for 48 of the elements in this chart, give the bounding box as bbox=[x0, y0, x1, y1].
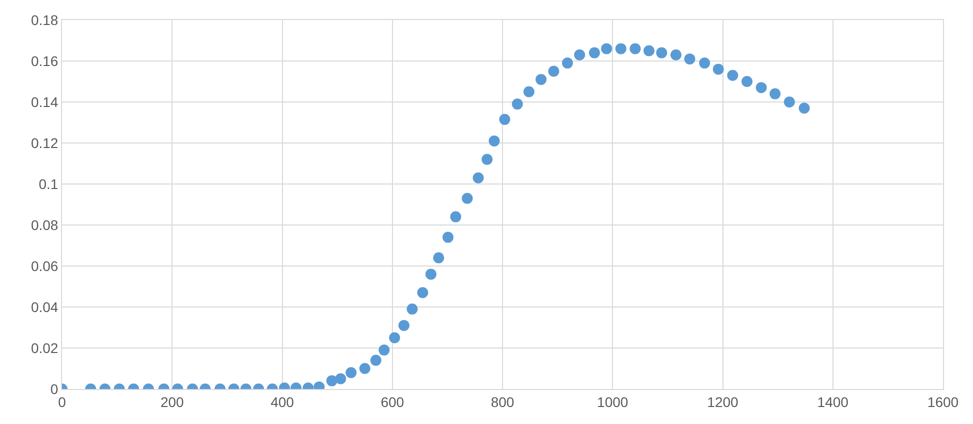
y-tick-label: 0.16 bbox=[30, 52, 58, 69]
x-tick-label: 1200 bbox=[707, 394, 739, 410]
y-tick-label: 0.06 bbox=[30, 258, 58, 274]
point bbox=[588, 47, 600, 58]
point bbox=[488, 135, 500, 146]
y-tick-label: 0.12 bbox=[30, 134, 58, 151]
point bbox=[756, 82, 767, 94]
y-tick-label: 0.04 bbox=[30, 298, 58, 315]
x-tick-label: 200 bbox=[160, 394, 184, 410]
point bbox=[656, 47, 668, 58]
point bbox=[482, 154, 493, 165]
point bbox=[442, 232, 454, 243]
x-tick-label: 1600 bbox=[927, 394, 959, 410]
y-tick-label: 0.02 bbox=[30, 340, 58, 356]
point bbox=[630, 43, 641, 54]
point bbox=[699, 58, 710, 69]
point bbox=[574, 49, 586, 60]
point bbox=[615, 43, 626, 54]
point bbox=[670, 49, 682, 60]
point bbox=[770, 88, 781, 100]
x-tick-label: 1000 bbox=[597, 394, 628, 410]
point bbox=[548, 66, 560, 77]
point bbox=[684, 53, 696, 64]
point bbox=[433, 252, 444, 264]
x-tick-label: 1400 bbox=[817, 394, 849, 410]
point bbox=[450, 211, 462, 222]
point bbox=[712, 64, 724, 75]
y-tick-label: 0.18 bbox=[30, 12, 58, 28]
y-tick-label: 0.08 bbox=[30, 216, 58, 233]
point bbox=[499, 114, 510, 125]
point bbox=[472, 172, 484, 184]
point bbox=[523, 86, 534, 98]
point bbox=[601, 43, 612, 54]
y-tick-label: 0 bbox=[50, 380, 58, 397]
point bbox=[512, 98, 523, 110]
x-tick-label: 400 bbox=[270, 394, 294, 410]
point bbox=[784, 96, 795, 108]
point bbox=[562, 58, 573, 69]
y-tick-label: 0.14 bbox=[30, 94, 58, 110]
point bbox=[462, 192, 473, 204]
y-tick-label: 0.1 bbox=[38, 176, 58, 192]
point bbox=[536, 74, 547, 85]
point bbox=[798, 102, 810, 114]
x-tick-label: 800 bbox=[490, 394, 514, 410]
x-tick-label: 600 bbox=[380, 394, 404, 410]
point bbox=[643, 45, 654, 56]
point bbox=[727, 70, 738, 81]
point bbox=[741, 76, 752, 87]
